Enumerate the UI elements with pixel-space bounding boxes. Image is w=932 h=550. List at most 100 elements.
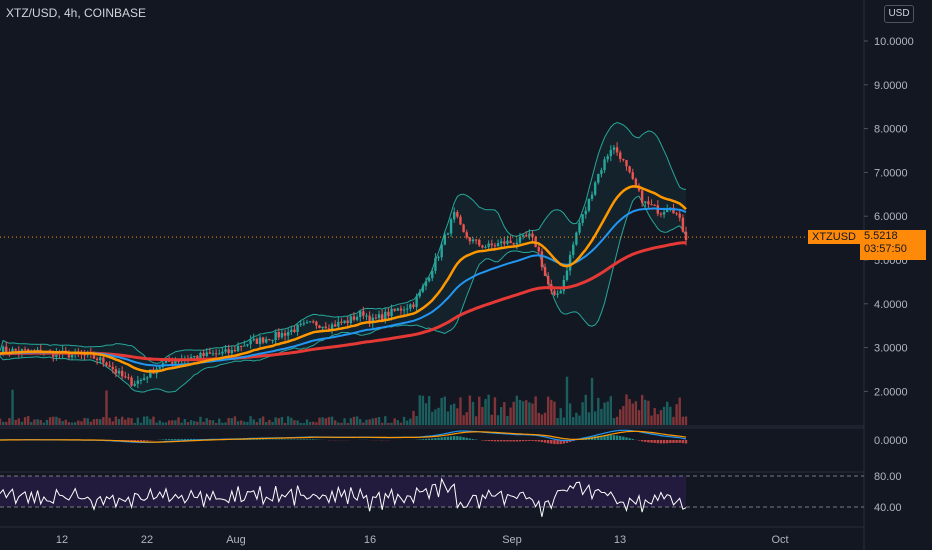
volume-bar	[80, 421, 83, 425]
volume-bar	[58, 418, 61, 425]
volume-bar	[562, 417, 566, 425]
volume-bar	[437, 407, 440, 425]
macd-histogram-bar	[468, 438, 472, 440]
volume-bar	[39, 419, 42, 425]
volume-bar	[427, 396, 431, 425]
volume-bar	[42, 422, 46, 425]
candle-body	[177, 360, 180, 362]
volume-bar	[543, 412, 547, 425]
volume-bar	[619, 409, 622, 425]
candle-body	[23, 349, 27, 351]
candle-body	[124, 376, 127, 378]
candle-body	[615, 147, 619, 153]
candle-body	[218, 353, 221, 355]
volume-bar	[456, 408, 459, 425]
last-price-value: 5.5218	[864, 230, 898, 242]
volume-bar	[509, 407, 512, 425]
macd-histogram-bar	[487, 440, 490, 441]
volume-bar	[528, 402, 531, 425]
volume-bar	[302, 422, 306, 425]
macd-histogram-bar	[490, 440, 493, 442]
volume-bar	[587, 412, 591, 425]
volume-bar	[568, 403, 572, 425]
volume-bar	[631, 403, 634, 425]
candle-body	[114, 369, 118, 374]
volume-bar	[327, 417, 331, 425]
macd-histogram-bar	[136, 440, 140, 442]
volume-bar	[117, 419, 121, 425]
volume-bar	[308, 421, 312, 425]
candle-body	[337, 321, 340, 327]
candle-body	[255, 338, 259, 344]
volume-bar	[277, 418, 280, 425]
candle-body	[459, 216, 462, 225]
candle-body	[474, 239, 478, 241]
macd-histogram-bar	[562, 440, 566, 444]
candle-body	[158, 367, 161, 369]
volume-bar	[493, 397, 497, 425]
volume-bar	[449, 404, 453, 425]
candle-body	[293, 329, 296, 332]
candle-body	[133, 383, 136, 386]
candle-body	[127, 377, 130, 379]
x-axis-tick-label: 22	[141, 534, 153, 546]
macd-histogram-bar	[593, 436, 597, 440]
volume-bar	[120, 416, 124, 425]
volume-bar	[271, 421, 274, 425]
candle-body	[368, 315, 371, 323]
candle-body	[628, 166, 631, 173]
volume-bar	[628, 399, 631, 425]
candle-body	[650, 204, 653, 206]
volume-bar	[662, 406, 666, 425]
macd-histogram-bar	[662, 440, 666, 444]
volume-bar	[290, 417, 293, 425]
candle-body	[612, 147, 616, 150]
x-axis-tick-label: Sep	[502, 534, 522, 546]
volume-bar	[377, 417, 381, 425]
candle-body	[443, 234, 447, 245]
macd-histogram-bar	[656, 440, 660, 444]
volume-bar	[255, 422, 259, 425]
macd-histogram-bar	[506, 440, 509, 442]
candle-body	[434, 257, 437, 271]
candle-body	[390, 308, 393, 317]
volume-bar	[265, 421, 268, 425]
candle-body	[484, 247, 487, 249]
volume-bar	[61, 421, 64, 425]
candle-body	[95, 358, 99, 361]
macd-histogram-bar	[543, 440, 547, 443]
candle-body	[462, 224, 465, 233]
volume-bar	[312, 421, 315, 425]
volume-bar	[634, 401, 638, 425]
x-axis-tick-label: Aug	[226, 534, 246, 546]
candle-body	[572, 244, 575, 256]
volume-bar	[499, 407, 503, 425]
volume-bar	[659, 410, 663, 425]
y-axis-tick-label: 9.0000	[874, 80, 908, 92]
macd-histogram-bar	[418, 439, 421, 440]
x-axis-tick-label: Oct	[771, 534, 788, 546]
volume-bar	[152, 416, 155, 425]
candle-body	[606, 156, 609, 160]
volume-bar	[355, 416, 359, 425]
candle-body	[277, 331, 280, 338]
volume-bar	[23, 417, 27, 425]
volume-bar	[352, 416, 356, 425]
volume-bar	[362, 422, 365, 425]
currency-button[interactable]: USD	[884, 5, 914, 23]
volume-bar	[30, 422, 33, 425]
macd-histogram-bar	[243, 439, 246, 440]
macd-histogram-bar	[265, 439, 268, 440]
y-axis-tick-label: 8.0000	[874, 124, 908, 136]
macd-histogram-bar	[525, 440, 528, 442]
volume-bar	[286, 416, 290, 425]
volume-bar	[70, 422, 74, 425]
candle-body	[509, 240, 512, 244]
macd-histogram-bar	[449, 436, 453, 440]
volume-bar	[481, 406, 484, 425]
candle-body	[540, 251, 544, 268]
candle-body	[208, 352, 212, 354]
macd-histogram-bar	[559, 440, 562, 445]
candle-body	[249, 340, 252, 345]
